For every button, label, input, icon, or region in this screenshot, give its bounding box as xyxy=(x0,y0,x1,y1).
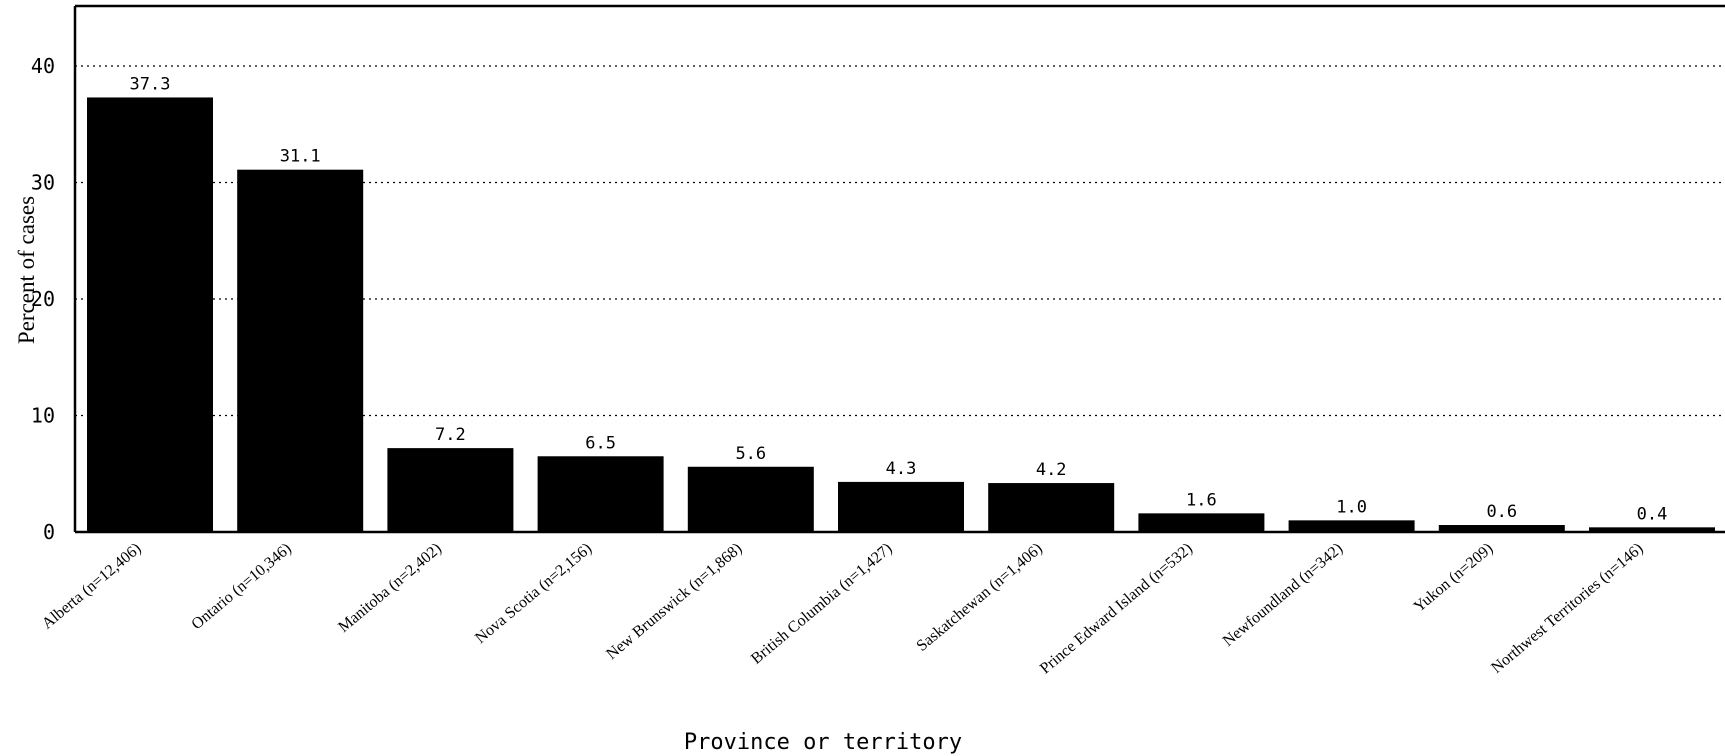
bar xyxy=(87,97,213,532)
y-tick-label: 10 xyxy=(31,404,55,428)
y-tick-labels: 0 10 20 30 40 xyxy=(31,54,55,544)
y-tick-label: 0 xyxy=(43,520,55,544)
category-label: Prince Edward Island (n=532) xyxy=(1037,540,1196,677)
y-axis-title: Percent of cases xyxy=(14,196,39,344)
category-labels: Alberta (n=12,406) Ontario (n=10,346) Mani… xyxy=(39,540,1647,677)
data-label: 31.1 xyxy=(280,147,321,167)
bar xyxy=(838,481,964,532)
bar xyxy=(537,456,664,532)
x-axis-title: Province or territory xyxy=(684,730,962,755)
axes xyxy=(73,4,1725,534)
bar xyxy=(387,448,514,532)
data-label: 1.0 xyxy=(1336,497,1367,517)
gridlines xyxy=(75,65,1725,417)
bar xyxy=(1288,520,1415,532)
category-label: Saskatchewan (n=1,406) xyxy=(914,540,1046,655)
data-label: 4.3 xyxy=(886,459,917,479)
y-tick-label: 30 xyxy=(31,171,55,195)
data-label: 37.3 xyxy=(130,74,171,94)
category-label: Alberta (n=12,406) xyxy=(39,540,145,633)
bar xyxy=(1438,525,1565,532)
category-label: Yukon (n=209) xyxy=(1411,540,1497,616)
category-label: Northwest Territories (n=146) xyxy=(1488,540,1646,677)
y-tick-label: 20 xyxy=(31,287,55,311)
bar xyxy=(687,466,814,532)
data-label: 0.4 xyxy=(1637,504,1668,524)
bar xyxy=(1138,513,1265,532)
bar xyxy=(988,483,1115,532)
y-tick-label: 40 xyxy=(31,54,55,78)
data-label: 7.2 xyxy=(435,425,466,445)
data-label: 4.2 xyxy=(1036,460,1067,480)
category-label: British Columbia (n=1,427) xyxy=(748,540,896,668)
bar xyxy=(237,169,364,532)
data-label: 0.6 xyxy=(1486,502,1517,522)
category-label: Newfoundland (n=342) xyxy=(1220,540,1346,650)
category-label: Ontario (n=10,346) xyxy=(188,540,294,633)
data-label: 1.6 xyxy=(1186,490,1217,510)
bar xyxy=(1589,527,1715,532)
data-label: 5.6 xyxy=(735,444,766,464)
data-labels: 37.3 31.1 7.2 6.5 5.6 4.3 4.2 1.6 1.0 0.6 0.4 xyxy=(130,74,1668,524)
category-label: New Brunswick (n=1,868) xyxy=(603,540,745,663)
category-label: Manitoba (n=2,402) xyxy=(335,540,445,636)
data-label: 6.5 xyxy=(585,433,616,453)
bars xyxy=(87,97,1715,532)
category-label: Nova Scotia (n=2,156) xyxy=(472,540,595,647)
